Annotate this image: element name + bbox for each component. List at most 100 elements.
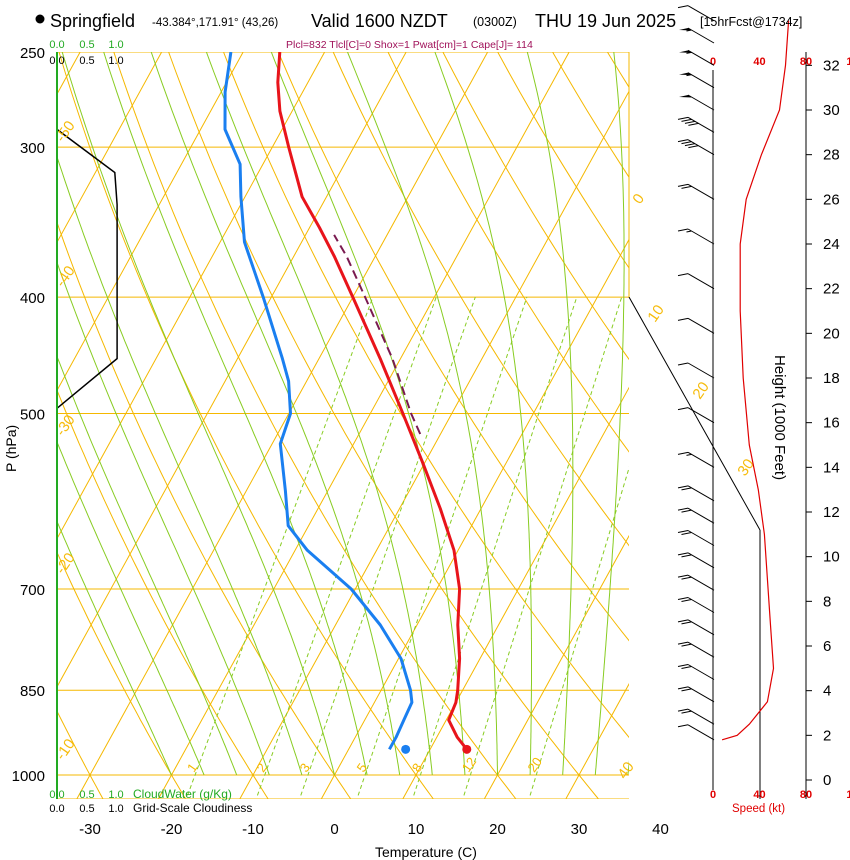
wind-barb-staff xyxy=(687,664,715,680)
wind-barb-flag xyxy=(688,122,699,126)
speed-axis-label: Speed (kt) xyxy=(732,803,785,815)
isotherm-line xyxy=(483,534,629,799)
height-tick-label: 26 xyxy=(823,191,840,208)
wind-barb-staff xyxy=(687,597,715,613)
parcel-line xyxy=(333,234,422,435)
wind-barb-flag xyxy=(681,643,692,647)
station-name: Springfield xyxy=(50,11,135,31)
wind-barb-pennant xyxy=(679,95,693,98)
wind-barb-flag xyxy=(681,710,692,714)
mixing-ratio-label: 3 xyxy=(297,760,313,775)
mixing-ratio-label: 1 xyxy=(184,760,200,775)
moist-adiabat-line xyxy=(57,520,172,776)
cloudiness-tick-top: 0.5 xyxy=(79,55,94,67)
wind-barb-staff xyxy=(687,507,715,524)
mixing-ratio-line xyxy=(529,466,629,796)
dry-adiabat-line xyxy=(606,52,629,89)
cloudwater-tick-bottom: 1.0 xyxy=(108,789,123,801)
height-tick-label: 6 xyxy=(823,638,831,655)
moist-adiabat-line xyxy=(103,52,368,776)
wind-barb-flag xyxy=(677,641,689,645)
wind-barb-staff xyxy=(687,451,715,468)
wind-barb-flag xyxy=(677,574,689,578)
height-tick-label: 2 xyxy=(823,727,831,744)
height-tick-label: 8 xyxy=(823,593,831,610)
wind-barb-flag xyxy=(677,597,689,600)
dry-adiabat-line xyxy=(332,52,629,547)
theta-label: 40 xyxy=(614,759,637,782)
wind-barb-staff xyxy=(687,724,715,741)
wind-barb-staff xyxy=(687,5,715,22)
height-tick-label: 18 xyxy=(823,370,840,387)
moist-adiabat-line xyxy=(594,52,625,776)
mixing-ratio-line xyxy=(256,296,437,796)
temperature-tick-label: 10 xyxy=(408,821,425,838)
x-axis-label: Temperature (C) xyxy=(375,844,477,860)
dry-adiabat-line xyxy=(57,388,269,799)
wind-barb-flag xyxy=(677,530,689,533)
moist-adiabat-line xyxy=(627,759,629,776)
moist-adiabat-line xyxy=(661,31,753,775)
temperature-line xyxy=(276,52,468,751)
wind-barb-half-flag xyxy=(686,230,692,233)
temperature-tick-label: -30 xyxy=(79,821,101,838)
dry-adiabat-line xyxy=(57,710,104,799)
mixing-ratio-line xyxy=(186,296,374,796)
dry-adiabat-line xyxy=(58,52,434,799)
wind-barb-staff xyxy=(687,485,715,502)
height-tick-label: 14 xyxy=(823,459,840,476)
temperature-tick-label: 30 xyxy=(571,821,588,838)
valid-time: Valid 1600 NZDT xyxy=(311,11,448,31)
height-axis-label: Height (1000 Feet) xyxy=(771,355,788,480)
surface-temperature-dot xyxy=(462,744,472,754)
moist-adiabat-line xyxy=(61,52,335,776)
speed-tick-bottom: 0 xyxy=(710,789,716,801)
mixing-ratio-label: 20 xyxy=(524,754,545,774)
moist-adiabat-line xyxy=(205,52,433,776)
wind-barb-flag xyxy=(677,724,689,728)
dry-adiabat-line xyxy=(497,52,629,269)
wind-barb-staff xyxy=(687,183,715,200)
isotherm-line xyxy=(57,52,326,540)
speed-tick-bottom: 40 xyxy=(753,789,765,801)
wind-barb-staff xyxy=(687,407,715,424)
wind-barb-staff xyxy=(687,552,715,569)
wind-barb-flag xyxy=(681,688,692,692)
wind-barb-flag xyxy=(677,273,689,277)
wind-barb-flag xyxy=(684,143,696,147)
wind-barb-flag xyxy=(677,407,689,411)
wind-barb-flag xyxy=(677,686,689,690)
wind-barb-flag xyxy=(677,183,689,187)
moist-adiabat-line xyxy=(57,155,303,776)
wind-speed-line xyxy=(721,20,790,741)
height-tick-label: 32 xyxy=(823,57,840,74)
wind-barb-flag xyxy=(677,619,689,623)
cloudwater-tick-top: 1.0 xyxy=(108,39,123,51)
temperature-tick-label: -10 xyxy=(242,821,264,838)
pressure-tick-label: 1000 xyxy=(12,768,45,785)
utc-time: (0300Z) xyxy=(473,15,517,29)
isotherm-line xyxy=(57,52,244,392)
dry-adiabat-line xyxy=(0,31,21,801)
speed-tick-top: 40 xyxy=(753,56,765,68)
speed-tick-bottom: 12 xyxy=(846,789,850,801)
height-tick-label: 24 xyxy=(823,236,840,253)
theta-label: 0 xyxy=(629,191,648,208)
wind-barb-flag xyxy=(677,664,689,667)
panel-diagonal-line xyxy=(628,296,761,531)
pressure-tick-label: 700 xyxy=(20,582,45,599)
pressure-tick-label: 850 xyxy=(20,683,45,700)
moist-adiabat-line xyxy=(270,52,466,776)
cloudiness-outline xyxy=(57,128,118,409)
wind-barb-flag xyxy=(677,317,689,321)
moist-adiabat-line xyxy=(57,440,205,776)
isotherm-line xyxy=(239,90,629,799)
pressure-tick-label: 400 xyxy=(20,290,45,307)
wind-barb-staff xyxy=(687,139,715,156)
dry-adiabat-line xyxy=(277,52,629,642)
sounding-indices: Plcl=832 Tlcl[C]=0 Shox=1 Pwat[cm]=1 Cap… xyxy=(286,39,533,51)
wind-barb-staff xyxy=(687,619,715,636)
wind-barb-flag xyxy=(677,139,689,143)
wind-barb-staff xyxy=(687,228,715,245)
wind-barb-flag xyxy=(681,141,692,145)
